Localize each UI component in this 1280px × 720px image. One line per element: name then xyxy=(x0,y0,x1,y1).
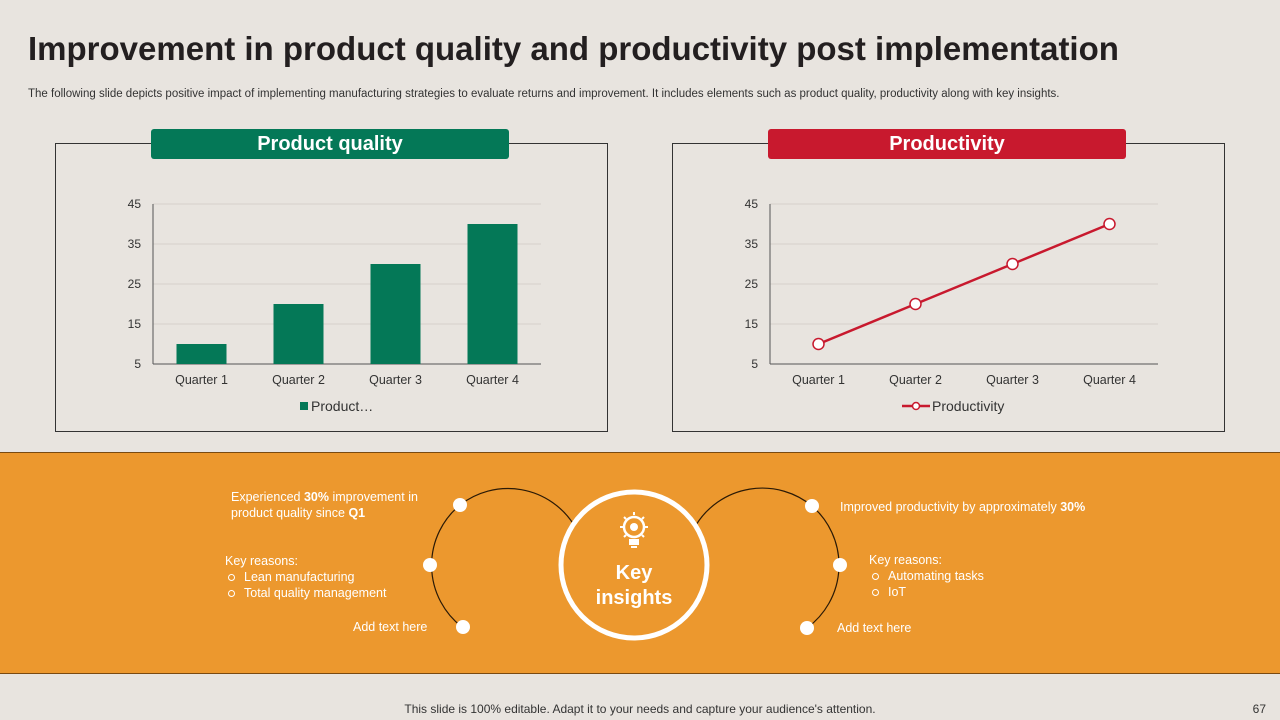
x-tick-label: Quarter 2 xyxy=(889,373,942,387)
left-reason-1: Lean manufacturing xyxy=(225,569,386,585)
left-insight-1: Experienced 30% improvement in product q… xyxy=(231,490,418,520)
left-dot-1 xyxy=(453,498,467,512)
footer-note: This slide is 100% editable. Adapt it to… xyxy=(404,702,876,716)
product-quality-header: Product quality xyxy=(151,129,509,159)
right-key-reasons: Key reasons: Automating tasks IoT xyxy=(869,552,984,600)
bar xyxy=(467,224,518,364)
data-point xyxy=(812,337,825,351)
x-tick-label: Quarter 4 xyxy=(466,373,519,387)
x-tick-label: Quarter 4 xyxy=(1083,373,1136,387)
left-arc-top xyxy=(459,487,575,526)
legend-label: Product… xyxy=(311,398,373,414)
x-tick-label: Quarter 2 xyxy=(272,373,325,387)
right-reason-2: IoT xyxy=(869,584,984,600)
right-reason-1: Automating tasks xyxy=(869,568,984,584)
slide-subtitle: The following slide depicts positive imp… xyxy=(28,88,1060,100)
bar xyxy=(176,344,227,364)
left-dot-3 xyxy=(456,620,470,634)
productivity-header: Productivity xyxy=(768,129,1126,159)
legend-marker xyxy=(911,401,921,411)
x-tick-label: Quarter 1 xyxy=(792,373,845,387)
y-tick-label: 15 xyxy=(745,317,759,331)
product-quality-chart: 45 35 25 15 5 Quarter 1 Quarter 2 Quarter 3 Quar… xyxy=(128,197,541,414)
x-tick-label: Quarter 3 xyxy=(986,373,1039,387)
right-reasons-label: Key reasons: xyxy=(869,553,942,567)
legend-label: Productivity xyxy=(932,398,1004,414)
y-tick-label: 25 xyxy=(128,277,142,291)
left-reasons-label: Key reasons: xyxy=(225,554,298,568)
key-insights-circle xyxy=(558,489,710,641)
left-add-text: Add text here xyxy=(353,620,428,634)
left-dot-2 xyxy=(423,558,437,572)
legend-swatch xyxy=(300,402,308,410)
left-key-reasons: Key reasons: Lean manufacturing Total qu… xyxy=(225,553,386,601)
insights-graphic: Key insights xyxy=(423,487,847,641)
slide-title: Improvement in product quality and produ… xyxy=(28,30,1119,67)
y-tick-label: 25 xyxy=(745,277,759,291)
product-quality-panel: 45 35 25 15 5 Quarter 1 Quarter 2 Quarter 3 Quar… xyxy=(55,143,608,432)
lightbulb-gear-icon xyxy=(620,512,648,548)
x-tick-label: Quarter 1 xyxy=(175,373,228,387)
y-tick-label: 35 xyxy=(745,237,759,251)
productivity-chart: 45 35 25 15 5 Quarter 1 Quarter 2 Quarter 3 Quar… xyxy=(745,197,1158,414)
right-add-text: Add text here xyxy=(837,621,912,635)
right-dot-1 xyxy=(805,499,819,513)
bar xyxy=(273,304,324,364)
left-reason-2: Total quality management xyxy=(225,585,386,601)
data-point xyxy=(1006,257,1019,271)
series-line xyxy=(818,222,1110,346)
right-dot-3 xyxy=(800,621,814,635)
productivity-panel: 45 35 25 15 5 Quarter 1 Quarter 2 Quarter 3 Quar… xyxy=(672,143,1225,432)
page-number: 67 xyxy=(1252,702,1266,716)
y-tick-label: 45 xyxy=(745,197,759,211)
key-insights-section: Key insights Experienced 30% improvement… xyxy=(0,452,1280,674)
y-tick-label: 5 xyxy=(134,357,141,371)
data-point xyxy=(909,297,922,311)
right-arc-top xyxy=(695,487,813,526)
y-tick-label: 5 xyxy=(751,357,758,371)
right-dot-2 xyxy=(833,558,847,572)
data-point xyxy=(1103,217,1116,231)
key-insights-line2: insights xyxy=(596,587,673,609)
y-tick-label: 35 xyxy=(128,237,142,251)
y-tick-label: 45 xyxy=(128,197,142,211)
bar xyxy=(370,264,421,364)
x-tick-label: Quarter 3 xyxy=(369,373,422,387)
right-insight-1: Improved productivity by approximately 3… xyxy=(840,500,1086,514)
y-tick-label: 15 xyxy=(128,317,142,331)
key-insights-line1: Key xyxy=(616,562,654,584)
